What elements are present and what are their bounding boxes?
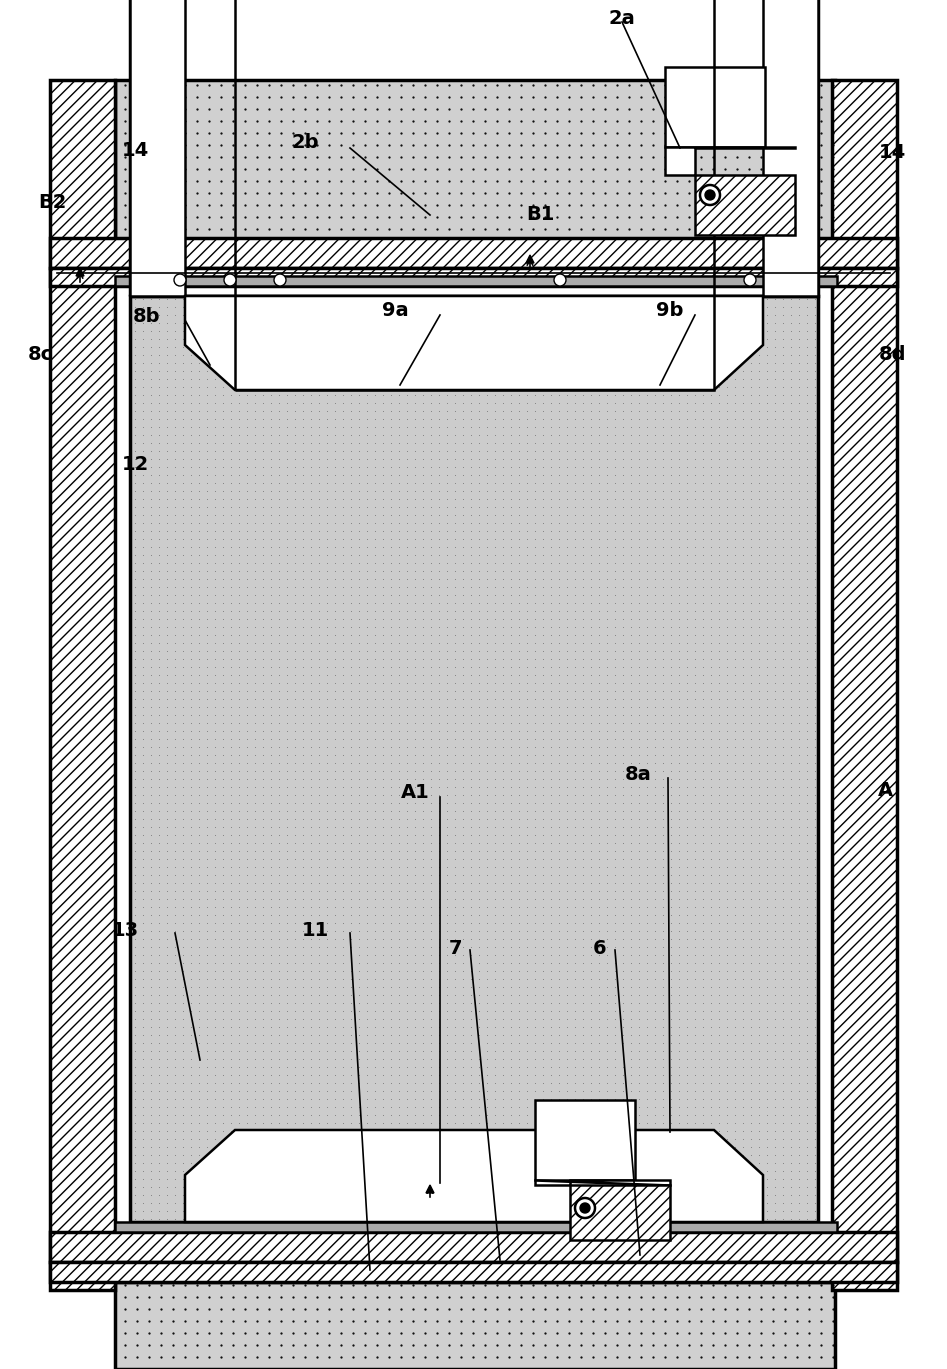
Text: B1: B1 — [526, 204, 554, 223]
Bar — [832, 79, 897, 1290]
Bar — [50, 1232, 897, 1262]
Text: 13: 13 — [112, 920, 138, 939]
Text: A: A — [878, 780, 893, 799]
Circle shape — [224, 274, 236, 286]
Text: 8d: 8d — [879, 345, 906, 364]
Text: 14: 14 — [879, 142, 905, 162]
Polygon shape — [526, 255, 534, 263]
Polygon shape — [535, 1180, 670, 1186]
Polygon shape — [426, 1186, 434, 1192]
Bar — [50, 1262, 897, 1281]
Text: 8b: 8b — [134, 307, 161, 326]
Circle shape — [554, 274, 566, 286]
Polygon shape — [185, 1129, 763, 1223]
Bar — [130, 296, 818, 1223]
Text: 9a: 9a — [382, 301, 408, 319]
Bar — [50, 268, 897, 286]
Bar — [695, 175, 795, 235]
Circle shape — [174, 274, 186, 286]
Bar — [235, 0, 714, 390]
Text: 9b: 9b — [656, 301, 684, 319]
Circle shape — [575, 1198, 595, 1218]
Bar — [115, 1281, 835, 1369]
Circle shape — [705, 190, 715, 200]
Text: B2: B2 — [38, 193, 66, 211]
Bar — [763, 0, 818, 296]
Polygon shape — [76, 268, 84, 277]
Bar — [130, 0, 185, 296]
Bar — [570, 1186, 670, 1240]
Bar — [115, 79, 835, 245]
Bar — [535, 1101, 635, 1180]
Text: 8c: 8c — [27, 345, 53, 364]
Text: 11: 11 — [301, 920, 329, 939]
Text: 7: 7 — [448, 939, 462, 957]
Bar — [665, 67, 765, 146]
Text: 6: 6 — [593, 939, 607, 957]
Bar — [50, 79, 115, 1290]
Polygon shape — [185, 296, 763, 390]
Circle shape — [700, 185, 720, 205]
Text: A1: A1 — [401, 783, 429, 802]
Bar — [130, 0, 818, 296]
Polygon shape — [665, 146, 795, 175]
Text: 8a: 8a — [625, 765, 652, 784]
Text: 2b: 2b — [292, 134, 319, 152]
Bar — [50, 238, 897, 268]
Bar — [115, 1223, 837, 1232]
Bar — [115, 277, 837, 286]
Text: 14: 14 — [121, 141, 149, 160]
Text: 12: 12 — [121, 456, 149, 475]
Circle shape — [274, 274, 286, 286]
Circle shape — [580, 1203, 590, 1213]
Text: 2a: 2a — [609, 8, 635, 27]
Circle shape — [744, 274, 756, 286]
